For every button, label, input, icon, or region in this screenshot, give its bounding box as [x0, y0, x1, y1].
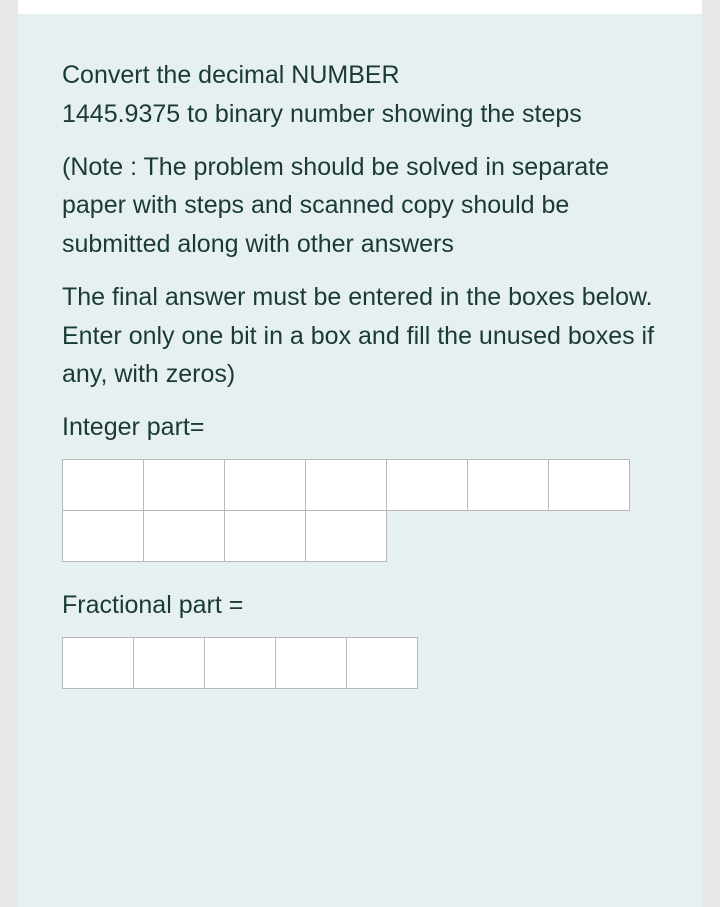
integer-part-label: Integer part=	[62, 408, 658, 447]
fractional-row	[62, 637, 658, 689]
question-paragraph-2: (Note : The problem should be solved in …	[62, 148, 658, 264]
integer-row-1	[62, 459, 658, 511]
integer-bit-input[interactable]	[548, 459, 630, 511]
integer-bit-input[interactable]	[224, 510, 306, 562]
integer-bit-input[interactable]	[305, 459, 387, 511]
question-paragraph-1: Convert the decimal NUMBER 1445.9375 to …	[62, 56, 658, 134]
question-paragraph-3: The final answer must be entered in the …	[62, 278, 658, 394]
integer-bit-input[interactable]	[143, 459, 225, 511]
integer-bit-input[interactable]	[224, 459, 306, 511]
integer-bit-input[interactable]	[467, 459, 549, 511]
integer-bit-input[interactable]	[62, 510, 144, 562]
integer-bit-input[interactable]	[62, 459, 144, 511]
fractional-bit-input[interactable]	[133, 637, 205, 689]
integer-boxes-group	[62, 459, 658, 562]
fractional-bit-input[interactable]	[275, 637, 347, 689]
integer-bit-input[interactable]	[143, 510, 225, 562]
fractional-bit-input[interactable]	[346, 637, 418, 689]
integer-row-2	[62, 510, 658, 562]
integer-bit-input[interactable]	[386, 459, 468, 511]
question-line-2: 1445.9375 to binary number showing the s…	[62, 100, 582, 128]
fractional-boxes-group	[62, 637, 658, 689]
question-line-1: Convert the decimal NUMBER	[62, 61, 400, 89]
fractional-bit-input[interactable]	[62, 637, 134, 689]
page-container: Convert the decimal NUMBER 1445.9375 to …	[18, 0, 702, 907]
integer-bit-input[interactable]	[305, 510, 387, 562]
fractional-part-label: Fractional part =	[62, 586, 658, 625]
fractional-bit-input[interactable]	[204, 637, 276, 689]
question-panel: Convert the decimal NUMBER 1445.9375 to …	[18, 14, 702, 907]
top-white-strip	[18, 0, 702, 14]
